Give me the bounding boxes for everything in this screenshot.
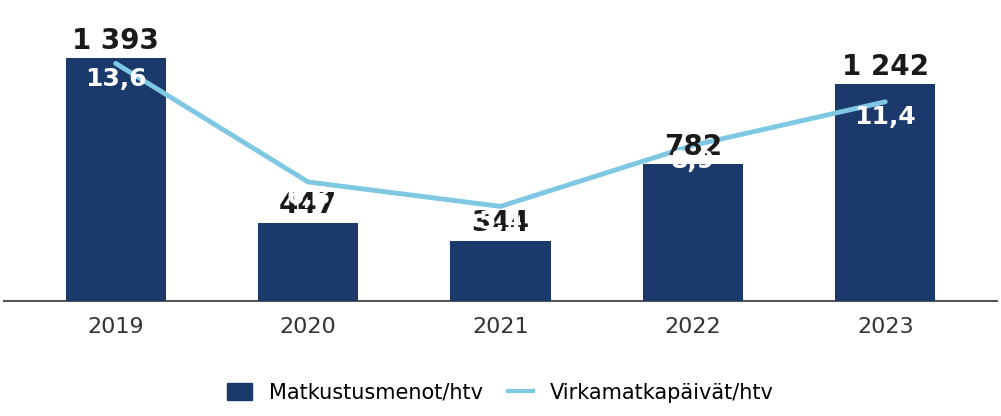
Text: 1 242: 1 242 <box>842 53 929 81</box>
Text: 11,4: 11,4 <box>855 105 916 129</box>
Text: 6,8: 6,8 <box>286 185 330 209</box>
Text: 5,4: 5,4 <box>478 210 523 233</box>
Bar <box>450 240 551 300</box>
Text: 8,9: 8,9 <box>671 149 715 173</box>
Text: 447: 447 <box>279 191 337 220</box>
Bar <box>835 84 935 300</box>
Legend: Matkustusmenot/htv, Virkamatkapäivät/htv: Matkustusmenot/htv, Virkamatkapäivät/htv <box>227 383 774 403</box>
Bar <box>66 58 166 300</box>
Text: 1 393: 1 393 <box>72 27 159 54</box>
Bar <box>643 164 743 300</box>
Text: 782: 782 <box>664 133 722 161</box>
Text: 13,6: 13,6 <box>85 67 146 91</box>
Text: 344: 344 <box>471 209 530 238</box>
Bar <box>258 223 358 300</box>
